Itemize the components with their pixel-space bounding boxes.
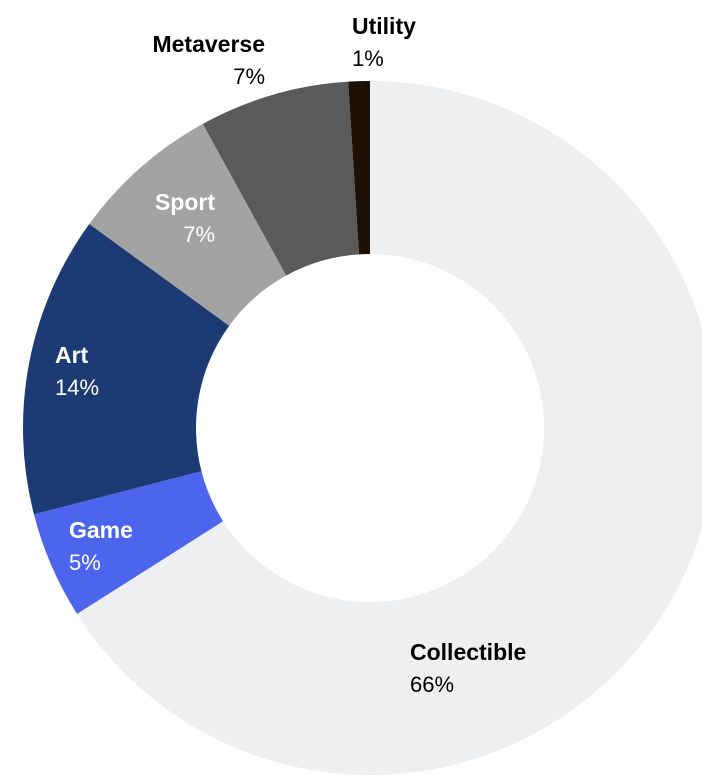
slice-label-art: Art [55, 342, 89, 368]
slice-metaverse [202, 81, 360, 276]
slice-utility [348, 81, 370, 255]
donut-slices [23, 81, 702, 775]
slice-value-art: 14% [55, 375, 99, 400]
slice-label-game: Game [69, 517, 133, 543]
slice-label-sport: Sport [155, 189, 215, 215]
slice-value-utility: 1% [352, 46, 384, 71]
slice-label-collectible: Collectible [410, 639, 526, 665]
slice-label-metaverse: Metaverse [152, 31, 265, 57]
slice-value-collectible: 66% [410, 672, 454, 697]
slice-labels: Collectible 66% Game 5% Art 14% Sport 7% Metaver… [55, 13, 526, 697]
slice-sport [89, 123, 287, 326]
slice-value-game: 5% [69, 550, 101, 575]
slice-art [23, 224, 230, 515]
slice-game [33, 471, 224, 614]
slice-value-sport: 7% [183, 222, 215, 247]
slice-value-metaverse: 7% [233, 64, 265, 89]
slice-label-utility: Utility [352, 13, 416, 39]
slice-collectible [77, 81, 702, 775]
